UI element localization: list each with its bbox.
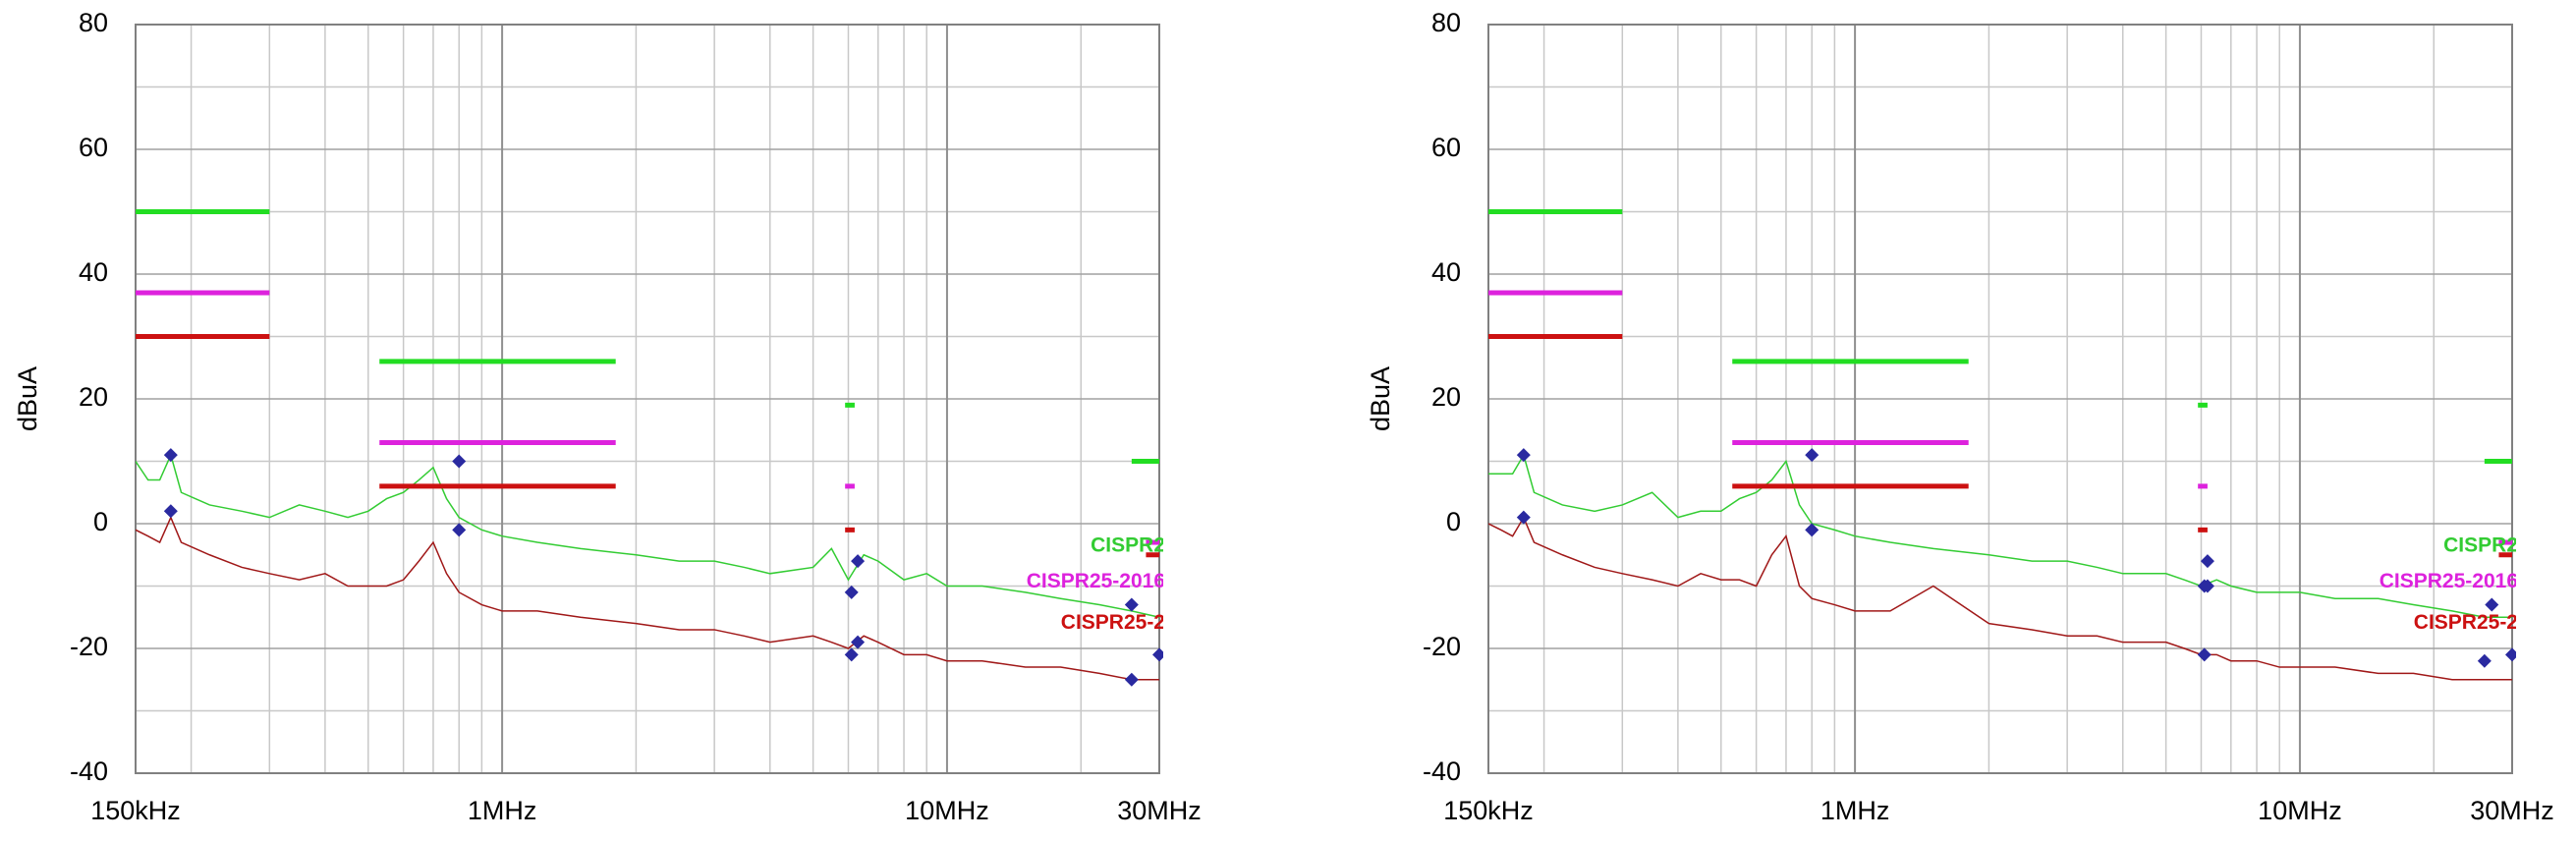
series-line <box>136 515 1159 681</box>
chart: -40 -20 0 20 40 60 80 150kHz 1MHz 10MHz 30MHz dBuA C… <box>1366 8 2554 825</box>
annotation: CISPR25-2016 <box>2380 570 2518 592</box>
y-tick-label: 80 <box>79 8 108 37</box>
y-tick-label: 0 <box>93 507 108 536</box>
y-tick-label: 60 <box>1431 133 1461 162</box>
y-tick-label: 80 <box>1431 8 1461 37</box>
annotation: CISPR2 <box>1091 534 1165 557</box>
chart: -40 -20 0 20 40 60 80 150kHz 1MHz 10MHz 30MHz dBuA C… <box>13 8 1202 825</box>
y-tick-label: -20 <box>70 632 108 661</box>
x-tick-label: 10MHz <box>2258 796 2342 825</box>
marker <box>1124 597 1139 612</box>
marker <box>2197 647 2212 662</box>
marker <box>1124 672 1139 687</box>
marker <box>2477 653 2492 668</box>
marker <box>2505 647 2516 662</box>
marker <box>1152 647 1163 662</box>
plot-area: CISPR2 CISPR25-2016 CISPR25-2 <box>136 209 1165 687</box>
y-axis-label: dBuA <box>1366 366 1395 431</box>
y-tick-label: 60 <box>79 133 108 162</box>
marker <box>2485 597 2499 612</box>
annotation: CISPR2 <box>2443 534 2518 557</box>
marker <box>163 504 178 519</box>
y-axis-label: dBuA <box>13 366 42 431</box>
y-tick-label: -20 <box>1423 632 1461 661</box>
marker <box>1805 448 1820 463</box>
annotation: CISPR25-2016 <box>1027 570 1165 592</box>
y-tick-label: -40 <box>70 757 108 786</box>
x-tick-label: 150kHz <box>1443 796 1534 825</box>
x-tick-label: 150kHz <box>90 796 181 825</box>
marker <box>2200 554 2214 569</box>
series-line <box>1488 515 2512 681</box>
marker <box>844 585 859 599</box>
marker <box>1516 448 1531 463</box>
series-line <box>1488 453 2512 618</box>
y-tick-label: -40 <box>1423 757 1461 786</box>
x-tick-label: 1MHz <box>468 796 537 825</box>
marker <box>452 454 467 469</box>
series-line <box>136 452 1160 618</box>
annotation: CISPR25-2 <box>1061 611 1165 634</box>
plot-area: CISPR2 CISPR25-2016 CISPR25-2 <box>1488 209 2518 681</box>
x-tick-label: 10MHz <box>905 796 989 825</box>
marker <box>851 554 866 569</box>
y-tick-label: 0 <box>1446 507 1461 536</box>
plot-frame <box>135 24 1160 774</box>
y-tick-label: 20 <box>1431 382 1461 412</box>
marker <box>452 523 467 537</box>
marker <box>844 647 859 662</box>
x-tick-label: 30MHz <box>2470 796 2554 825</box>
x-tick-label: 30MHz <box>1117 796 1202 825</box>
x-tick-label: 1MHz <box>1820 796 1890 825</box>
marker <box>1516 510 1531 525</box>
marker <box>2200 579 2214 593</box>
y-tick-label: 40 <box>79 257 108 287</box>
marker <box>1805 523 1820 537</box>
y-tick-label: 40 <box>1431 257 1461 287</box>
plot-frame <box>1487 24 2513 774</box>
marker <box>851 635 866 649</box>
y-tick-label: 20 <box>79 382 108 412</box>
marker <box>163 448 178 463</box>
annotation: CISPR25-2 <box>2414 611 2518 634</box>
